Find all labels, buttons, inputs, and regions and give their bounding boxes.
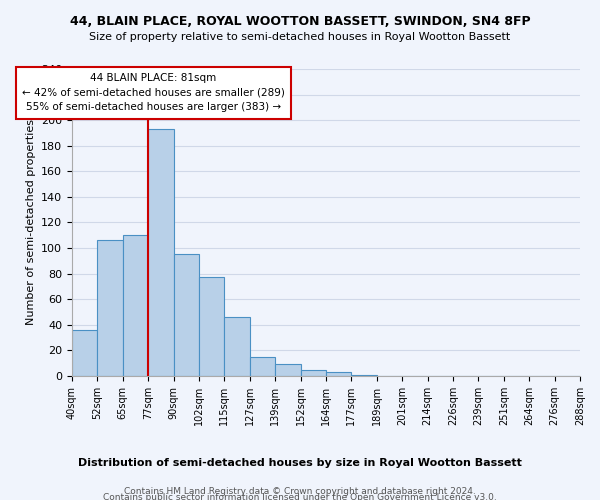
Bar xyxy=(301,370,326,376)
Bar xyxy=(148,129,173,376)
Text: 44, BLAIN PLACE, ROYAL WOOTTON BASSETT, SWINDON, SN4 8FP: 44, BLAIN PLACE, ROYAL WOOTTON BASSETT, … xyxy=(70,15,530,28)
Bar xyxy=(352,374,377,376)
Text: Contains public sector information licensed under the Open Government Licence v3: Contains public sector information licen… xyxy=(103,494,497,500)
Bar xyxy=(199,278,224,376)
Bar xyxy=(97,240,123,376)
Text: 44 BLAIN PLACE: 81sqm
← 42% of semi-detached houses are smaller (289)
55% of sem: 44 BLAIN PLACE: 81sqm ← 42% of semi-deta… xyxy=(22,73,285,112)
Bar xyxy=(123,235,148,376)
Bar xyxy=(72,330,97,376)
Bar xyxy=(224,317,250,376)
Y-axis label: Number of semi-detached properties: Number of semi-detached properties xyxy=(26,120,35,326)
Bar xyxy=(250,356,275,376)
Text: Contains HM Land Registry data © Crown copyright and database right 2024.: Contains HM Land Registry data © Crown c… xyxy=(124,486,476,496)
Bar xyxy=(173,254,199,376)
Bar xyxy=(275,364,301,376)
Text: Size of property relative to semi-detached houses in Royal Wootton Bassett: Size of property relative to semi-detach… xyxy=(89,32,511,42)
Bar xyxy=(326,372,352,376)
Text: Distribution of semi-detached houses by size in Royal Wootton Bassett: Distribution of semi-detached houses by … xyxy=(78,458,522,468)
